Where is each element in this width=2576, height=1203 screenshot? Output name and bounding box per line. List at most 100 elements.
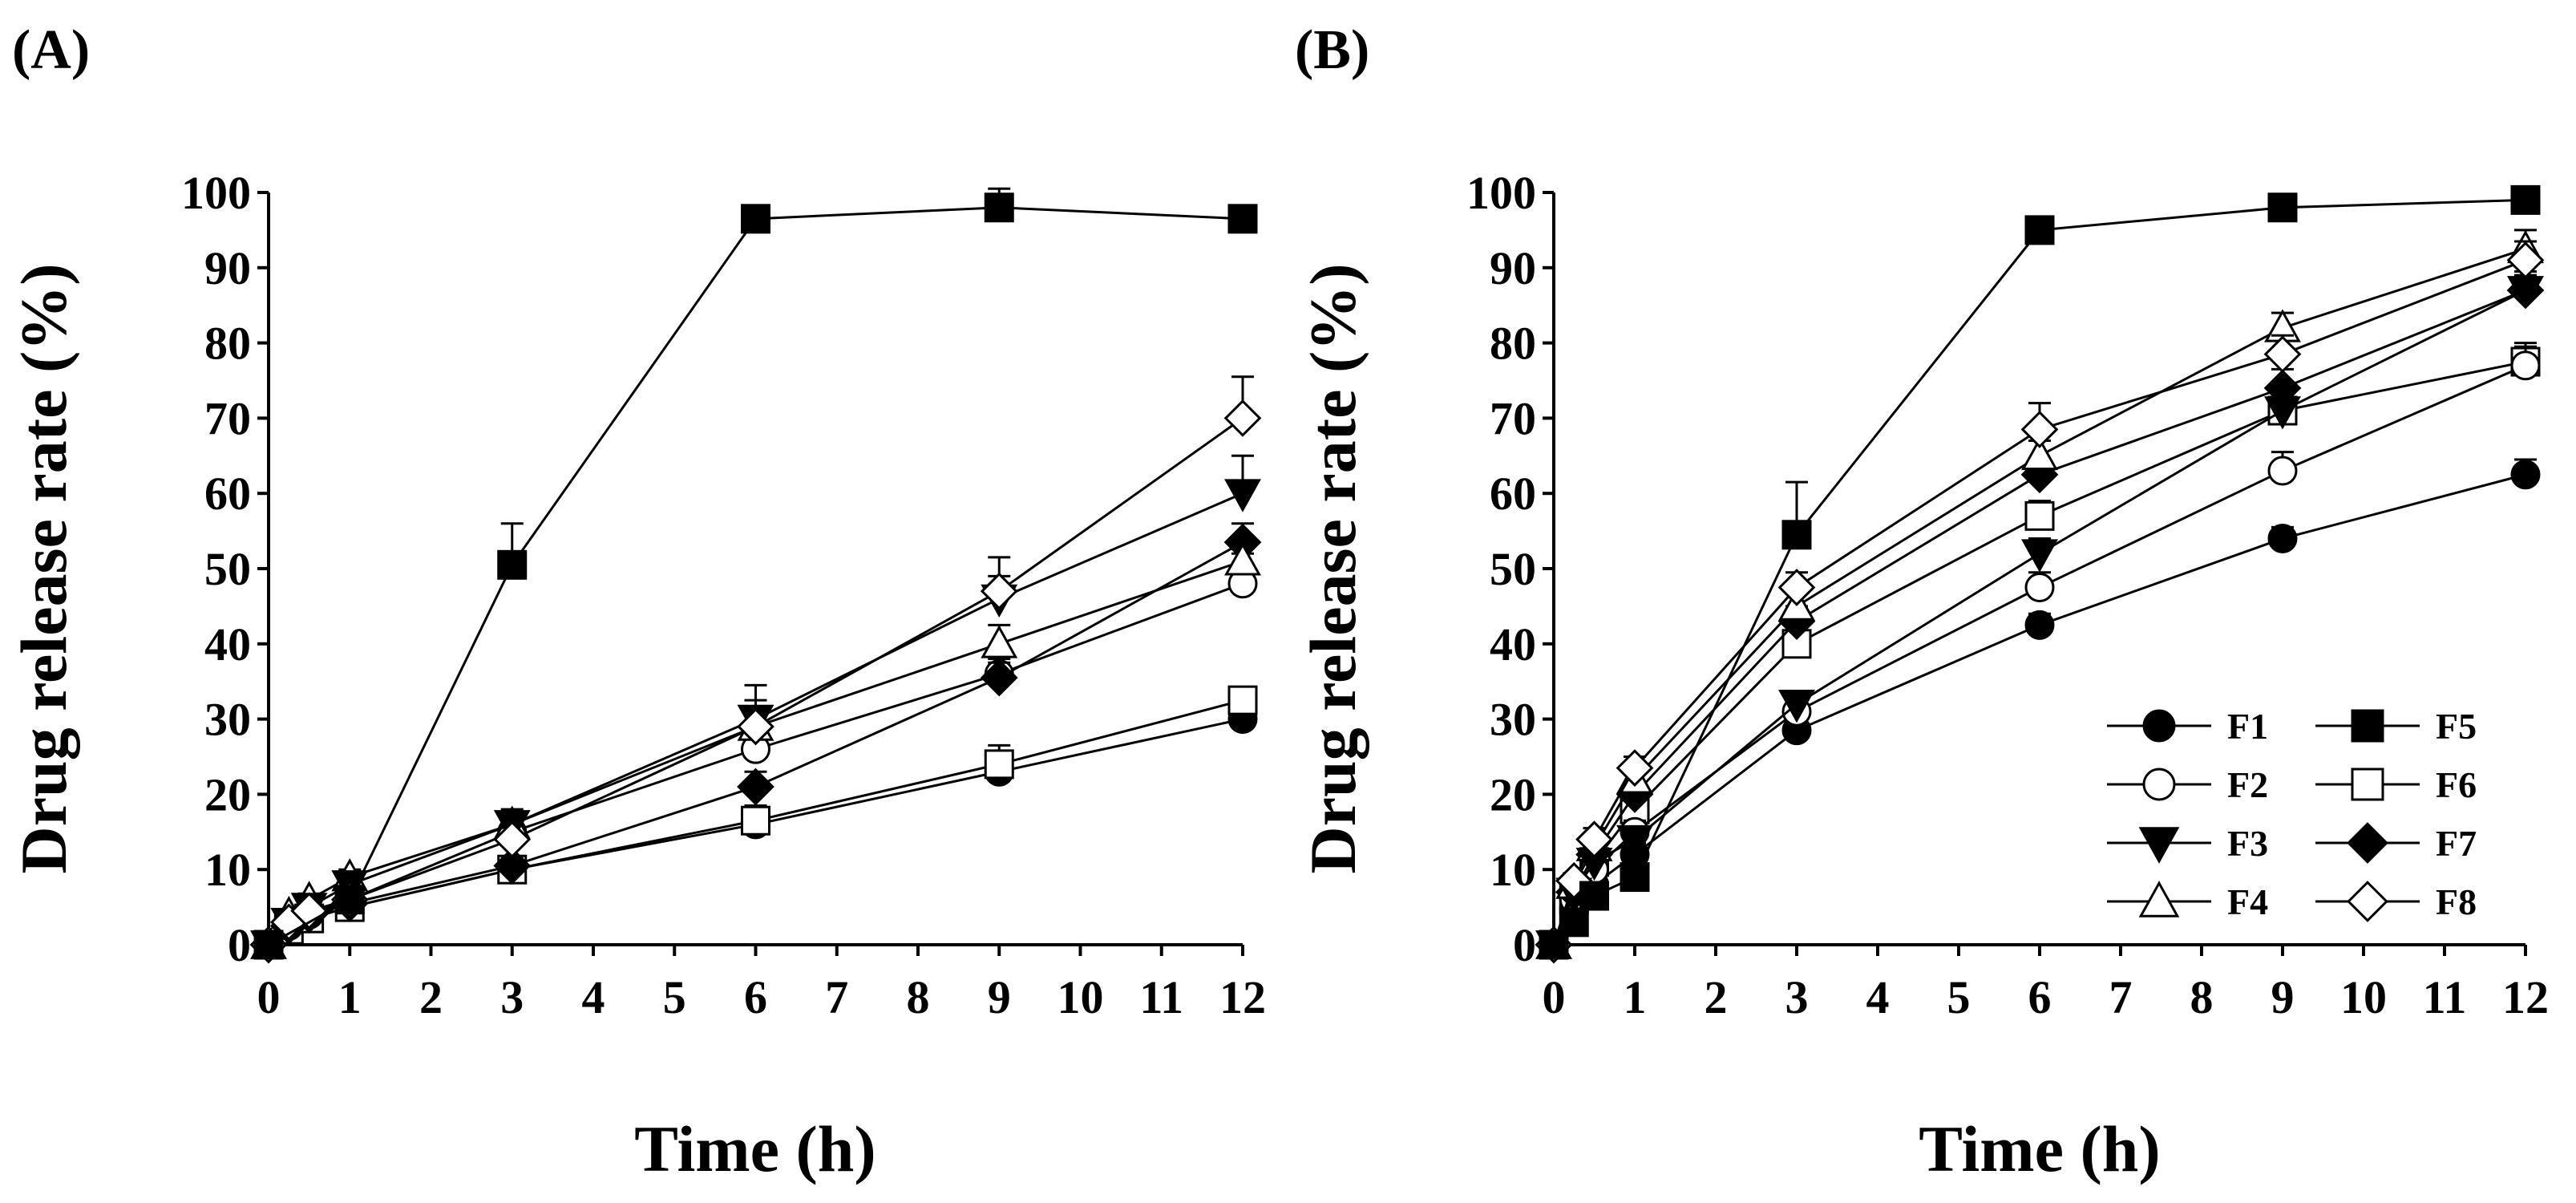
x-tick-label: 9 xyxy=(988,971,1011,1023)
series-f2 xyxy=(253,552,1258,960)
y-tick-label: 0 xyxy=(228,919,251,971)
x-tick-label: 2 xyxy=(419,971,443,1023)
data-point xyxy=(493,847,532,885)
data-point xyxy=(984,749,1014,780)
x-tick-label: 1 xyxy=(1624,971,1647,1023)
y-tick-label: 60 xyxy=(204,468,251,520)
y-tick-label: 80 xyxy=(1490,318,1536,370)
y-tick-label: 90 xyxy=(1490,242,1536,294)
x-tick-label: 0 xyxy=(257,971,281,1023)
x-tick-label: 11 xyxy=(2423,971,2467,1023)
data-point xyxy=(2510,460,2541,490)
y-axis-title: Drug release rate (%) xyxy=(1296,263,1369,873)
data-point xyxy=(1620,862,1650,893)
x-tick-label: 2 xyxy=(1705,971,1728,1023)
legend-marker xyxy=(2142,709,2176,743)
series-f8 xyxy=(249,375,1262,964)
y-tick-label: 10 xyxy=(204,844,251,896)
x-tick-label: 9 xyxy=(2271,971,2295,1023)
x-tick-label: 12 xyxy=(1219,971,1266,1023)
legend-item-f4: F4 xyxy=(2107,881,2268,922)
legend-label: F6 xyxy=(2436,764,2477,805)
data-point xyxy=(741,204,770,234)
panel-label: (B) xyxy=(1295,19,1369,81)
y-tick-label: 40 xyxy=(1490,618,1536,670)
y-tick-label: 50 xyxy=(1490,543,1536,595)
legend-item-f3: F3 xyxy=(2107,823,2268,864)
y-tick-label: 0 xyxy=(1513,919,1536,971)
legend-marker xyxy=(2347,881,2388,922)
data-point xyxy=(741,805,770,836)
data-point xyxy=(1781,520,1812,550)
x-tick-label: 8 xyxy=(907,971,930,1023)
data-point xyxy=(1778,690,1815,723)
y-tick-label: 20 xyxy=(1490,768,1536,820)
y-tick-label: 30 xyxy=(204,694,251,746)
data-point xyxy=(2263,335,2302,374)
x-tick-label: 4 xyxy=(582,971,605,1023)
data-point xyxy=(1616,749,1654,787)
legend-label: F8 xyxy=(2436,881,2477,922)
data-point xyxy=(1227,685,1258,715)
data-point xyxy=(984,192,1014,223)
legend-marker xyxy=(2138,827,2180,864)
x-tick-label: 7 xyxy=(825,971,848,1023)
legend-marker xyxy=(2351,709,2384,743)
data-point xyxy=(1223,399,1262,437)
data-point xyxy=(334,885,365,915)
data-point xyxy=(2024,610,2055,640)
x-axis-title: Time (h) xyxy=(634,1112,876,1185)
series-f5 xyxy=(253,187,1258,960)
legend-item-f7: F7 xyxy=(2315,822,2477,864)
data-point xyxy=(2510,184,2541,215)
legend-item-f1: F1 xyxy=(2107,706,2268,747)
y-tick-label: 50 xyxy=(204,543,251,595)
data-point xyxy=(1224,542,1261,576)
data-point xyxy=(1227,204,1258,234)
y-axis-title: Drug release rate (%) xyxy=(7,263,80,873)
data-point xyxy=(737,768,774,806)
data-point xyxy=(1777,569,1816,606)
data-point xyxy=(290,892,328,930)
data-point xyxy=(2024,500,2055,531)
data-point xyxy=(2510,350,2541,381)
legend-item-f2: F2 xyxy=(2107,764,2268,805)
legend-label: F2 xyxy=(2227,764,2268,805)
data-point xyxy=(497,549,528,580)
legend-label: F1 xyxy=(2227,706,2268,747)
legend: F1 F2 F3 F4 F5 F6 F7 F8 xyxy=(2107,706,2477,922)
data-point xyxy=(2024,572,2055,602)
data-point xyxy=(2267,192,2298,223)
series-f5 xyxy=(1539,184,2541,960)
data-point xyxy=(980,658,1018,697)
y-tick-label: 10 xyxy=(1490,844,1536,896)
series-f1 xyxy=(1539,458,2541,960)
data-point xyxy=(1616,824,1653,859)
data-point xyxy=(493,820,532,859)
legend-marker xyxy=(2351,768,2384,801)
x-tick-label: 5 xyxy=(1947,971,1971,1023)
y-tick-label: 60 xyxy=(1490,468,1536,520)
y-tick-label: 30 xyxy=(1490,694,1536,746)
x-tick-label: 4 xyxy=(1866,971,1890,1023)
data-point xyxy=(737,707,774,746)
y-tick-label: 100 xyxy=(181,167,251,219)
y-tick-label: 100 xyxy=(1466,167,1536,219)
data-point xyxy=(1575,820,1613,859)
data-point xyxy=(2267,456,2298,486)
data-point xyxy=(2021,436,2058,471)
data-point xyxy=(2021,539,2058,573)
legend-item-f8: F8 xyxy=(2315,881,2477,922)
x-axis-title: Time (h) xyxy=(1919,1112,2160,1185)
legend-marker xyxy=(2138,881,2180,917)
data-point xyxy=(2264,396,2301,430)
x-tick-label: 10 xyxy=(2340,971,2387,1023)
x-tick-label: 6 xyxy=(2028,971,2052,1023)
x-tick-label: 12 xyxy=(2502,971,2549,1023)
x-tick-label: 1 xyxy=(338,971,362,1023)
y-tick-label: 80 xyxy=(204,318,251,370)
legend-item-f5: F5 xyxy=(2315,706,2477,747)
data-point xyxy=(2506,241,2545,279)
data-point xyxy=(980,572,1018,610)
